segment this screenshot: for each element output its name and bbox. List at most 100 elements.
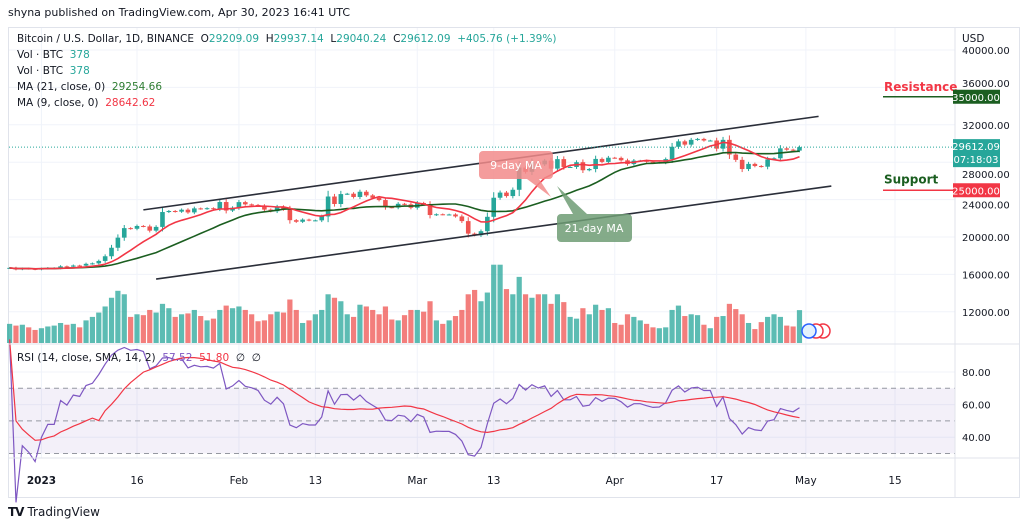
volume-bar — [427, 301, 433, 343]
volume-legend-2[interactable]: Vol · BTC 378 — [17, 65, 90, 77]
candle-body — [90, 263, 95, 265]
candle-body — [172, 211, 178, 213]
candle-body — [236, 202, 242, 208]
volume-bar — [293, 309, 299, 343]
candle-body — [708, 140, 713, 142]
candle-body — [198, 208, 203, 210]
candle-body — [784, 148, 790, 150]
channel-lower-line — [156, 185, 832, 280]
chart-frame — [8, 27, 1020, 498]
price-axis: 40000.00 36000.00 32000.00 28000.00 24000.00… — [962, 46, 1010, 319]
volume-bar — [83, 320, 89, 343]
candle-body — [797, 147, 802, 151]
volume-bar — [312, 314, 318, 343]
low-value: 29040.24 — [336, 33, 387, 45]
candle-body — [262, 205, 267, 210]
volume-bar — [567, 316, 573, 343]
volume-bar — [300, 322, 306, 343]
volume-bar — [370, 309, 376, 343]
candle-body — [115, 237, 121, 248]
price-tick: 24000.00 — [962, 200, 1010, 211]
candle-body — [497, 192, 503, 198]
last-price-tag: 29612.09 07:18:03 — [952, 139, 1000, 168]
candle-body — [134, 225, 140, 229]
candle-body — [701, 138, 707, 141]
candle-body — [720, 139, 726, 149]
candle-body — [485, 216, 490, 232]
price-tick: 40000.00 — [962, 46, 1010, 57]
support-price-tag: 25000.00 — [952, 183, 1000, 198]
time-tick: May — [795, 475, 817, 487]
open-label: O — [200, 33, 209, 45]
close-label: C — [393, 33, 401, 45]
volume-bar — [102, 306, 108, 343]
volume-bar — [382, 306, 389, 343]
high-value: 29937.14 — [273, 33, 324, 45]
time-tick: Apr — [606, 475, 625, 487]
candle-body — [376, 197, 382, 201]
volume-bar — [134, 314, 140, 343]
tradingview-footer[interactable]: TV TradingView — [8, 505, 100, 519]
volume-bar — [159, 303, 166, 343]
candle-body — [128, 228, 133, 230]
candle-body — [688, 139, 694, 145]
price-tick: 28000.00 — [962, 170, 1010, 181]
volume-bar — [236, 306, 242, 343]
volume-bar — [198, 316, 204, 343]
candle-body — [185, 209, 191, 213]
candle-body — [338, 194, 344, 204]
high-label: H — [265, 33, 274, 45]
volume-bar — [89, 316, 96, 343]
volume-bar — [771, 314, 777, 343]
events-icon[interactable] — [801, 323, 831, 339]
ma9-legend[interactable]: MA (9, close, 0) 28642.62 — [17, 97, 155, 109]
resistance-price-tag: 35000.00 — [952, 89, 1000, 104]
candle-body — [141, 225, 146, 227]
volume-bar — [108, 297, 115, 343]
svg-text:25000.00: 25000.00 — [952, 186, 1000, 197]
volume-bar — [510, 294, 516, 343]
candle-body — [446, 214, 452, 216]
volume-bar — [268, 314, 274, 343]
candle-body — [64, 266, 70, 268]
volume-bar — [395, 320, 401, 343]
svg-text:07:18:03: 07:18:03 — [954, 155, 999, 166]
candle-body — [389, 207, 395, 209]
volume-bar — [140, 315, 146, 343]
candle-body — [676, 141, 681, 147]
volume-legend-1[interactable]: Vol · BTC 378 — [17, 49, 90, 61]
ma21-value: 29254.66 — [111, 81, 163, 93]
volume-bar — [274, 311, 280, 343]
candle-body — [459, 216, 465, 222]
volume-bar — [726, 303, 733, 343]
volume-bar — [38, 328, 45, 343]
volume-bar — [586, 314, 592, 343]
publisher-line: shyna published on TradingView.com, Apr … — [8, 6, 351, 19]
volume-value: 378 — [69, 49, 90, 61]
volume-bar — [357, 304, 363, 343]
volume-bar — [694, 315, 701, 343]
volume-bar — [166, 308, 172, 343]
candle-body — [650, 161, 656, 163]
volume-bar — [446, 320, 452, 343]
volume-bar — [682, 316, 688, 343]
symbol-legend[interactable]: Bitcoin / U.S. Dollar, 1D, BINANCE O2920… — [17, 33, 556, 45]
volume-bar — [765, 316, 771, 343]
candle-body — [204, 208, 210, 210]
ma21-legend[interactable]: MA (21, close, 0) 29254.66 — [17, 81, 162, 93]
ma9-callout: 9-day MA — [479, 151, 553, 197]
ma21-callout-text: 21-day MA — [565, 222, 624, 235]
candle-body — [765, 159, 770, 167]
volume-bar — [701, 324, 707, 343]
rsi-line — [9, 339, 800, 503]
volume-bar — [580, 308, 586, 343]
volume-bar — [223, 305, 229, 343]
candle-body — [606, 157, 611, 162]
candle-body — [618, 157, 624, 161]
rsi-legend[interactable]: RSI (14, close, SMA, 14, 2) 57.52 51.80 … — [17, 352, 261, 364]
rsi-sma-line — [9, 339, 800, 441]
ma21-line — [9, 150, 800, 270]
volume-bar — [688, 314, 694, 343]
